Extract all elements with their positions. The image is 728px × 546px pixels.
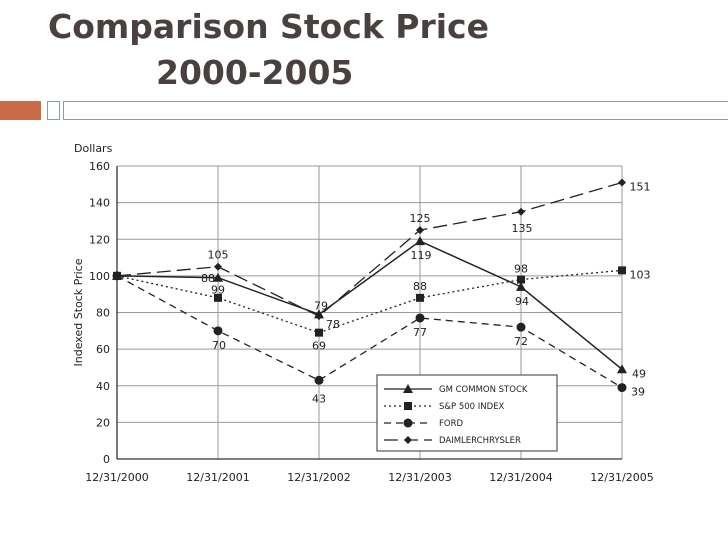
series-0-point <box>516 281 526 291</box>
data-label: 125 <box>410 212 431 225</box>
series-1-point <box>618 266 626 275</box>
units-label: Dollars <box>74 142 113 155</box>
legend-marker <box>403 384 413 393</box>
data-label: 49 <box>632 367 646 380</box>
title-rule-bar <box>63 101 728 120</box>
y-tick-label: 140 <box>89 197 110 210</box>
y-tick-label: 0 <box>103 453 110 466</box>
chart-legend: GM COMMON STOCK S&P 500 INDEX FORD DAIMLERC… <box>376 374 558 452</box>
x-tick-label: 12/31/2003 <box>388 471 451 484</box>
data-label: 69 <box>312 340 326 353</box>
y-axis-title: Indexed Stock Price <box>72 258 85 366</box>
y-tick-label: 100 <box>89 270 110 283</box>
chart-data-labels: 99 79 119 94 49 88 69 88 98 103 70 43 77 72 39 105 78 125… <box>201 180 651 405</box>
series-1-point <box>416 293 424 302</box>
y-tick-label: 120 <box>89 233 110 246</box>
series-1-point <box>214 293 222 302</box>
data-label: 105 <box>208 249 229 262</box>
x-tick-label: 12/31/2002 <box>287 471 350 484</box>
legend-entry-label: FORD <box>439 419 463 429</box>
series-line-2 <box>116 275 623 389</box>
x-tick-label: 12/31/2001 <box>186 471 249 484</box>
series-3-point <box>315 312 323 321</box>
data-label: 98 <box>514 263 528 276</box>
series-1-point <box>517 275 525 284</box>
series-line-0 <box>116 240 623 370</box>
data-label: 78 <box>326 318 340 331</box>
y-tick-label: 160 <box>89 160 110 173</box>
legend-marker <box>404 402 412 410</box>
y-tick-label: 20 <box>96 416 110 429</box>
series-3-point <box>618 178 626 187</box>
chart-series <box>112 178 627 393</box>
data-label: 88 <box>413 280 427 293</box>
data-label: 70 <box>212 339 226 352</box>
data-label: 72 <box>514 335 528 348</box>
series-0-point <box>213 272 223 282</box>
slide-title: Comparison Stock Price 2000-2005 <box>48 4 489 96</box>
x-tick-label: 12/31/2005 <box>590 471 653 484</box>
x-tick-label: 12/31/2000 <box>85 471 148 484</box>
data-label: 99 <box>211 284 225 297</box>
data-label: 135 <box>512 222 533 235</box>
series-line-1 <box>116 269 623 334</box>
series-2-point <box>516 322 526 332</box>
series-line-3 <box>116 181 623 317</box>
chart-axes: 0 20 40 60 80 100 120 140 160 12/31/2000 12/31/200… <box>72 142 654 484</box>
slide-title-line1: Comparison Stock Price <box>48 7 489 46</box>
series-2-point <box>213 326 223 336</box>
data-label: 77 <box>413 326 427 339</box>
data-label: 79 <box>314 299 328 312</box>
series-0-point <box>415 236 425 246</box>
series-3-point <box>214 262 222 271</box>
series-1-point <box>315 328 323 337</box>
data-label: 94 <box>515 295 529 308</box>
data-label: 39 <box>631 386 645 399</box>
y-tick-label: 40 <box>96 380 110 393</box>
legend-marker <box>403 418 413 428</box>
legend-entry-label: S&P 500 INDEX <box>439 402 505 412</box>
data-label: 119 <box>411 249 432 262</box>
title-rule-segment <box>47 101 60 120</box>
y-tick-label: 60 <box>96 343 110 356</box>
slide-title-line2: 2000-2005 <box>156 53 354 92</box>
series-3-point <box>416 226 424 235</box>
legend-entry-label: GM COMMON STOCK <box>439 385 528 395</box>
series-0-point <box>617 364 627 374</box>
series-2-point <box>314 375 324 385</box>
data-label: 103 <box>630 268 651 281</box>
series-3-point <box>113 271 121 280</box>
series-3-point <box>517 207 525 216</box>
legend-marker <box>404 436 412 444</box>
y-tick-label: 80 <box>96 307 110 320</box>
data-label: 88 <box>201 272 215 285</box>
legend-entry-label: DAIMLERCHRYSLER <box>439 436 521 446</box>
stock-price-chart: 0 20 40 60 80 100 120 140 160 12/31/2000 12/31/200… <box>72 142 654 484</box>
title-accent-bar <box>0 101 41 120</box>
data-label: 151 <box>630 180 651 193</box>
series-2-point <box>617 383 627 393</box>
x-tick-label: 12/31/2004 <box>489 471 552 484</box>
data-label: 43 <box>312 392 326 405</box>
series-2-point <box>415 313 425 323</box>
